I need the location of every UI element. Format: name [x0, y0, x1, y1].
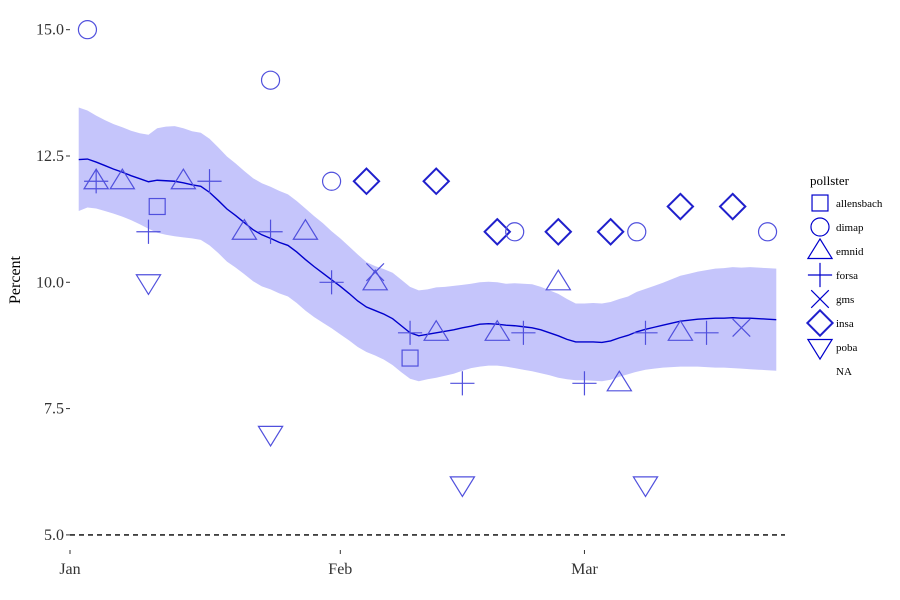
point-allensbach: [401, 349, 419, 367]
legend-label-insa: insa: [836, 318, 854, 330]
legend: pollster allensbach dimap emnid forsa gms insa…: [805, 173, 883, 378]
point-emnid: [362, 269, 389, 291]
point-poba: [135, 274, 162, 296]
point-forsa: [450, 371, 475, 396]
point-forsa: [633, 320, 658, 345]
x-tick-label: Mar: [571, 561, 598, 578]
point-forsa: [319, 270, 344, 295]
point-insa: [483, 217, 512, 246]
legend-label-NA: NA: [836, 366, 852, 378]
axes: 5.0 7.5 10.0 12.5 15.0 Jan Feb Mar: [36, 22, 598, 578]
point-dimap: [757, 222, 778, 242]
point-insa: [352, 167, 381, 196]
point-poba: [449, 476, 476, 498]
point-dimap: [260, 70, 281, 90]
legend-key-emnid: [806, 237, 834, 260]
point-dimap: [321, 171, 342, 191]
legend-label-poba: poba: [836, 342, 858, 354]
legend-key-poba: [806, 338, 834, 361]
point-forsa: [258, 219, 283, 244]
point-emnid: [667, 319, 694, 341]
point-emnid: [231, 218, 258, 240]
point-forsa: [694, 320, 719, 345]
x-tick-label: Feb: [328, 561, 352, 578]
legend-key-dimap: [810, 217, 830, 237]
point-insa: [544, 217, 573, 246]
y-tick-label: 5.0: [44, 527, 64, 544]
point-insa: [666, 192, 695, 221]
point-forsa: [84, 169, 109, 194]
point-emnid: [292, 218, 319, 240]
point-insa: [718, 192, 747, 221]
point-allensbach: [148, 197, 166, 216]
legend-label-gms: gms: [836, 294, 854, 306]
point-forsa: [572, 371, 597, 396]
legend-label-allensbach: allensbach: [836, 198, 883, 210]
point-forsa: [136, 219, 161, 244]
confidence-band: [78, 107, 777, 382]
legend-key-gms: [810, 289, 830, 309]
point-emnid: [109, 168, 136, 190]
point-forsa: [511, 320, 536, 345]
y-tick-label: 12.5: [36, 148, 64, 165]
point-insa: [596, 217, 625, 246]
point-emnid: [170, 168, 197, 190]
confidence-band-layer: [78, 107, 777, 382]
point-forsa: [397, 320, 423, 345]
legend-title: pollster: [810, 173, 850, 188]
y-axis-title: Percent: [7, 255, 24, 304]
point-emnid: [484, 319, 511, 341]
point-gms: [365, 262, 385, 282]
legend-key-allensbach: [811, 194, 829, 212]
points-layer: [77, 20, 778, 498]
legend-key-forsa: [807, 262, 833, 288]
point-dimap: [505, 222, 525, 242]
point-emnid: [606, 370, 633, 392]
point-poba: [632, 476, 659, 498]
y-tick-label: 7.5: [44, 401, 64, 418]
point-gms: [732, 318, 751, 337]
x-tick-label: Jan: [59, 561, 80, 578]
point-insa: [422, 167, 451, 196]
y-tick-label: 10.0: [36, 274, 64, 291]
point-forsa: [197, 169, 222, 194]
point-dimap: [77, 20, 98, 40]
y-tick-label: 15.0: [36, 22, 64, 39]
point-dimap: [627, 222, 647, 242]
legend-label-forsa: forsa: [836, 270, 858, 282]
legend-key-insa: [805, 308, 835, 338]
point-emnid: [423, 319, 450, 341]
point-emnid: [545, 269, 572, 291]
point-poba: [257, 425, 284, 448]
legend-label-dimap: dimap: [836, 222, 864, 234]
legend-label-emnid: emnid: [836, 246, 864, 258]
